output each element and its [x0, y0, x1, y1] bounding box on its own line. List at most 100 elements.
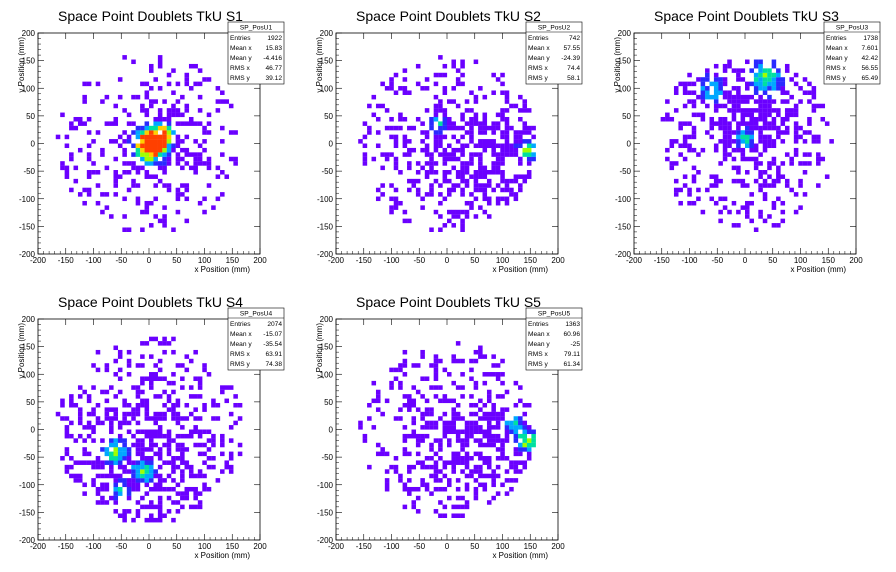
- histogram-bin: [122, 214, 127, 219]
- histogram-bin: [100, 460, 105, 465]
- histogram-bin: [166, 380, 172, 386]
- histogram-bin: [104, 486, 110, 492]
- histogram-bin: [469, 121, 474, 126]
- histogram-bin: [95, 130, 101, 135]
- histogram-bin: [126, 478, 132, 483]
- stats-name: SP_PosU5: [538, 311, 571, 318]
- histogram-bin: [188, 433, 194, 439]
- histogram-bin: [713, 183, 719, 188]
- histogram-bin: [144, 121, 150, 126]
- histogram-bin: [157, 121, 163, 126]
- histogram-bin: [509, 147, 514, 153]
- histogram-bin: [491, 478, 496, 483]
- histogram-bin: [149, 63, 154, 69]
- histogram-bin: [135, 509, 141, 514]
- histogram-bin: [495, 77, 501, 82]
- histogram-bin: [184, 196, 190, 202]
- histogram-bin: [491, 438, 496, 443]
- histogram-bin: [740, 147, 746, 153]
- histogram-bin: [104, 363, 110, 368]
- histogram-bin: [64, 174, 70, 179]
- histogram-bin: [442, 420, 448, 426]
- histogram-bin: [153, 125, 158, 131]
- histogram-bin: [228, 451, 234, 457]
- histogram-bin: [73, 125, 79, 131]
- histogram-bin: [122, 196, 127, 202]
- histogram-bin: [126, 227, 132, 232]
- x-tick-label: 100: [198, 256, 212, 265]
- histogram-bin: [180, 425, 185, 430]
- histogram-bin: [789, 108, 794, 113]
- histogram-bin: [447, 143, 452, 149]
- histogram-bin: [153, 214, 158, 219]
- histogram-bin: [491, 72, 496, 78]
- histogram-bin: [433, 108, 439, 113]
- histogram-bin: [153, 143, 158, 149]
- histogram-bin: [135, 196, 141, 202]
- histogram-bin: [482, 139, 488, 144]
- histogram-bin: [122, 55, 127, 60]
- histogram-bin: [531, 134, 536, 140]
- histogram-bin: [731, 112, 737, 118]
- histogram-bin: [424, 152, 430, 157]
- histogram-bin: [784, 178, 790, 184]
- histogram-bin: [793, 125, 799, 131]
- histogram-bin: [767, 99, 772, 104]
- histogram-bin: [460, 143, 465, 149]
- histogram-bin: [113, 121, 119, 126]
- histogram-bin: [700, 86, 706, 91]
- histogram-bin: [220, 385, 225, 390]
- histogram-bin: [69, 473, 74, 479]
- histogram-bin: [113, 372, 119, 377]
- x-tick-label: -100: [85, 542, 102, 551]
- histogram-bin: [86, 398, 92, 404]
- histogram-bin: [727, 209, 732, 215]
- histogram-bin: [451, 156, 456, 162]
- histogram-bin: [113, 103, 119, 109]
- x-tick-label: 0: [743, 256, 748, 265]
- histogram-bin: [135, 94, 141, 100]
- histogram-bin: [451, 59, 456, 65]
- histogram-bin: [135, 134, 141, 140]
- histogram-bin: [478, 170, 483, 175]
- histogram-bin: [162, 183, 167, 188]
- histogram-bin: [682, 103, 688, 109]
- histogram-bin: [415, 460, 421, 465]
- histogram-bin: [429, 425, 434, 430]
- histogram-bin: [184, 460, 190, 465]
- histogram-bin: [126, 429, 132, 435]
- y-tick-label: -100: [19, 195, 36, 204]
- histogram-bin: [504, 121, 510, 126]
- histogram-bin: [495, 152, 501, 157]
- histogram-bin: [780, 90, 786, 95]
- histogram-bin: [722, 77, 728, 82]
- histogram-bin: [193, 394, 198, 399]
- histogram-bin: [140, 130, 145, 135]
- histogram-bin: [233, 420, 238, 426]
- histogram-bin: [455, 139, 461, 144]
- y-tick-label: 0: [329, 426, 334, 435]
- histogram-bin: [402, 486, 408, 492]
- histogram-bin: [197, 385, 203, 390]
- histogram-bin: [69, 398, 74, 404]
- histogram-bin: [166, 341, 172, 346]
- histogram-bin: [700, 209, 706, 215]
- histogram-bin: [135, 486, 141, 492]
- histogram-bin: [753, 143, 759, 149]
- histogram-bin: [144, 460, 150, 465]
- histogram-bin: [442, 411, 448, 417]
- histogram-bin: [429, 192, 434, 197]
- histogram-bin: [64, 165, 70, 171]
- histogram-bin: [393, 134, 399, 140]
- histogram-bin: [745, 139, 750, 144]
- histogram-bin: [518, 108, 523, 113]
- stats-value: 15.83: [265, 45, 282, 52]
- histogram-bin: [518, 420, 523, 426]
- histogram-bin: [184, 147, 190, 153]
- histogram-bin: [491, 411, 496, 417]
- histogram-bin: [135, 407, 141, 412]
- histogram-bin: [398, 385, 403, 390]
- histogram-bin: [202, 473, 207, 479]
- histogram-bin: [144, 398, 150, 404]
- histogram-bin: [162, 125, 167, 131]
